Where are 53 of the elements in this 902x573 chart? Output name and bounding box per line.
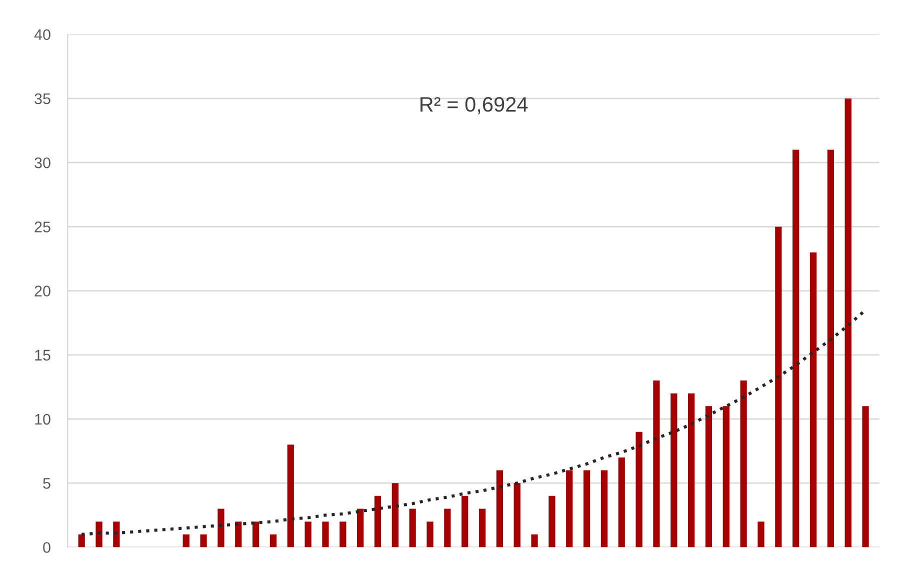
bar [688, 393, 695, 548]
bar [636, 432, 642, 548]
annotation: R² = 0,6924 [420, 97, 528, 114]
bar [670, 393, 678, 548]
bar [444, 508, 451, 548]
bar [426, 522, 434, 548]
y-tick-label: 0 [43, 542, 50, 553]
bar [270, 534, 277, 548]
bar [566, 470, 573, 548]
bar [113, 522, 120, 548]
y-tick-label: 5 [43, 478, 50, 489]
bar [548, 496, 556, 548]
bar [740, 380, 747, 548]
bar [462, 496, 468, 548]
bar [496, 470, 503, 548]
bar [775, 226, 782, 548]
bar [514, 483, 520, 548]
bar [844, 98, 852, 548]
bar [374, 496, 382, 548]
bar [322, 522, 329, 548]
bar [618, 457, 625, 548]
y-tick-label: 35 [34, 93, 50, 104]
bar [705, 406, 712, 548]
y-tick-label: 30 [34, 157, 50, 168]
bar [287, 444, 294, 548]
bar [392, 483, 398, 548]
bar [758, 522, 764, 548]
bar [792, 150, 800, 548]
bar [531, 534, 538, 548]
y-tick-label: 25 [34, 222, 50, 232]
bar [304, 522, 312, 548]
bar [78, 534, 85, 548]
bar [862, 406, 869, 548]
bar [722, 406, 730, 548]
bar [357, 508, 364, 548]
bar [600, 470, 608, 548]
y-tick-label: 10 [35, 414, 50, 425]
bar [478, 508, 486, 548]
bar [583, 470, 590, 548]
y-tick-label: 40 [34, 29, 50, 40]
bar [218, 508, 224, 548]
bar [200, 534, 207, 548]
bar [653, 380, 660, 548]
bar [235, 522, 242, 548]
bar [252, 522, 260, 548]
bar [827, 150, 834, 548]
bar [182, 534, 190, 548]
bar [810, 252, 817, 548]
y-tick-label: 15 [35, 350, 50, 361]
bar [340, 522, 346, 548]
bar [409, 508, 416, 548]
y-tick-label: 20 [34, 286, 50, 296]
bar [96, 522, 102, 548]
